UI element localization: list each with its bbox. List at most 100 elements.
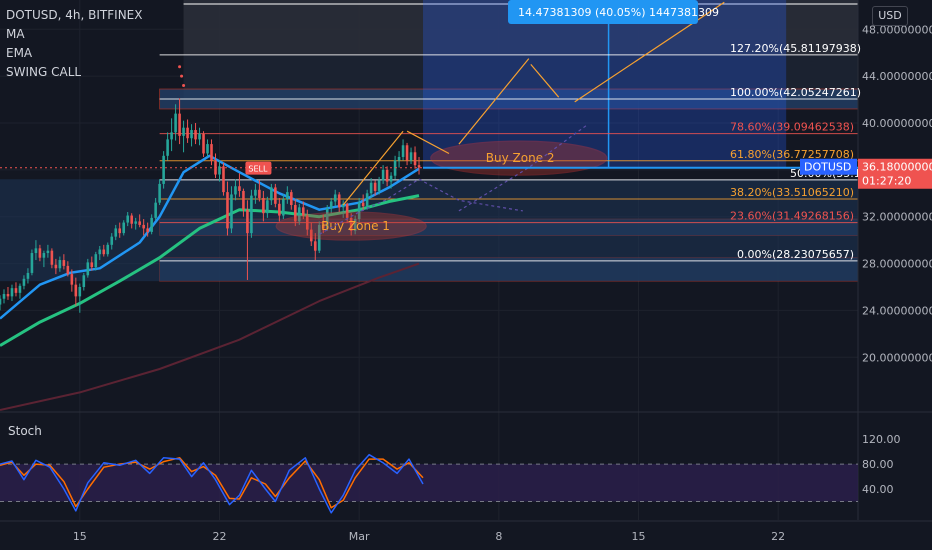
candle-body	[54, 264, 58, 269]
candle-body	[122, 222, 126, 234]
candle-body	[230, 194, 233, 229]
candle-body	[186, 127, 189, 139]
symbol-title: DOTUSD, 4h, BITFINEX	[6, 8, 143, 22]
currency-button[interactable]: USD	[872, 6, 908, 26]
candle-body	[110, 236, 114, 245]
candle-body	[222, 166, 225, 193]
price-tick-label: 24.00000000	[862, 304, 932, 317]
candle-body	[397, 156, 401, 161]
candle-body	[401, 145, 405, 157]
candle-body	[405, 145, 409, 161]
measure-bottom-line	[423, 166, 858, 169]
candle-body	[286, 192, 289, 200]
candle-body	[82, 275, 86, 287]
indicator-ma[interactable]: MA	[6, 27, 25, 41]
candle-body	[258, 189, 261, 198]
measure-label: 14.47381309 (40.05%) 1447381309	[518, 6, 719, 19]
candle-body	[70, 274, 74, 285]
candle-body	[246, 209, 249, 234]
ma-maroon-line	[0, 262, 420, 411]
candle-body	[42, 253, 46, 258]
candle-body	[377, 180, 381, 191]
candle-body	[270, 187, 273, 201]
price-tick-label: 20.00000000	[862, 351, 932, 364]
candle-body	[86, 262, 90, 276]
candle-body	[313, 241, 317, 251]
legend: DOTUSD, 4h, BITFINEX MA EMA SWING CALL	[6, 6, 142, 82]
candle-body	[158, 183, 161, 203]
candle-body	[417, 165, 421, 168]
candle-body	[170, 132, 173, 140]
candle-body	[357, 202, 361, 220]
candle-body	[345, 203, 349, 218]
fib-level-label: 0.00%(28.23075657)	[737, 248, 854, 261]
candle-body	[198, 133, 201, 140]
price-tick-label: 28.00000000	[862, 258, 932, 271]
projection-arrow	[530, 64, 560, 98]
candle-body	[90, 262, 94, 268]
candle-body	[62, 260, 66, 266]
candle-body	[30, 253, 34, 273]
candle-body	[14, 288, 18, 293]
swing-call-dot	[178, 65, 182, 69]
candle-body	[114, 228, 118, 237]
candle-body	[166, 139, 169, 156]
candle-body	[250, 195, 253, 234]
candle-body	[301, 207, 305, 216]
candle-body	[126, 215, 129, 223]
projection-arrow	[574, 1, 725, 103]
candle-body	[178, 113, 181, 136]
stoch-label[interactable]: Stoch	[8, 424, 42, 438]
stoch-d-line	[0, 457, 424, 509]
support-zone	[0, 179, 858, 282]
candle-body	[413, 152, 417, 166]
candle-body	[58, 260, 62, 269]
fib-level-label: 78.60%(39.09462538)	[730, 121, 854, 134]
indicator-swing-call[interactable]: SWING CALL	[6, 65, 82, 79]
candle-body	[2, 294, 6, 299]
candle-body	[190, 130, 193, 139]
time-tick-label: 8	[495, 530, 502, 543]
candle-body	[22, 278, 26, 286]
time-tick-label: 22	[771, 530, 785, 543]
candle-body	[238, 186, 241, 191]
stoch-tick-label: 80.00	[862, 458, 894, 471]
candle-body	[353, 219, 357, 231]
candle-body	[254, 189, 257, 196]
candle-body	[294, 205, 297, 222]
stoch-band	[0, 464, 858, 502]
candle-body	[206, 144, 209, 154]
sell-tag-box	[245, 161, 272, 175]
price-tick-label: 48.00000000	[862, 23, 932, 36]
fib-level-label: 23.60%(31.49268156)	[730, 210, 854, 223]
fib-level-label: 100.00%(42.05247261)	[730, 86, 861, 99]
price-tick-label: 44.00000000	[862, 70, 932, 83]
projection-arrow	[342, 130, 404, 206]
price-tick-label: 40.00000000	[862, 117, 932, 130]
candle-body	[385, 169, 389, 182]
buy-zone-2-label: Buy Zone 2	[486, 151, 555, 165]
candle-body	[333, 194, 337, 202]
candle-body	[102, 249, 106, 255]
candle-body	[290, 192, 293, 205]
price-tag-box	[858, 158, 932, 189]
price-tag-value: 36.18000000	[862, 161, 932, 174]
candle-body	[274, 187, 277, 204]
candle-body	[0, 298, 2, 305]
candle-body	[234, 186, 237, 195]
sell-tag-label: SELL	[248, 165, 268, 174]
stoch-tick-label: 40.00	[862, 483, 894, 496]
candle-body	[134, 221, 137, 224]
fib-level-label: 127.20%(45.81197938)	[730, 42, 861, 55]
time-tick-label: 15	[73, 530, 87, 543]
price-axis-bg	[858, 0, 932, 550]
buy-zone-1-ellipse	[275, 211, 427, 241]
candle-body	[174, 113, 177, 133]
candle-body	[298, 207, 301, 222]
stoch-tick-label: 120.00	[862, 433, 901, 446]
candle-body	[282, 199, 285, 216]
purple-projection	[319, 178, 523, 235]
indicator-ema[interactable]: EMA	[6, 46, 33, 60]
